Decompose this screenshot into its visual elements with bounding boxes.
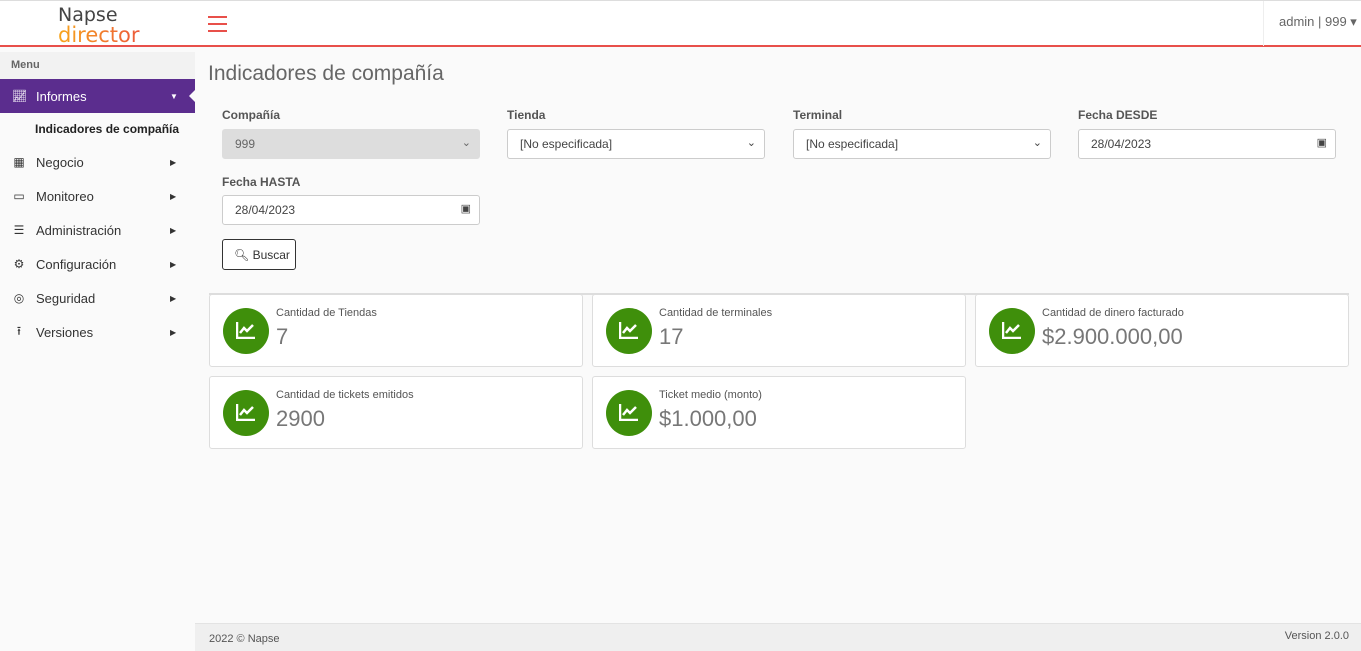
chart-line-icon: 📈︎ (12, 89, 28, 103)
sidebar-item-configuracion[interactable]: ⚙ Configuración ▶ (13, 256, 177, 272)
sidebar-item-seguridad[interactable]: ◎ Seguridad ▶ (13, 290, 177, 306)
monitor-icon: ▭ (13, 189, 25, 203)
date-to-input[interactable]: 28/04/2023 ▣ (222, 195, 480, 225)
caret-right-icon: ▶ (170, 259, 177, 269)
sidebar-item-administracion[interactable]: ☰ Administración ▶ (13, 222, 177, 238)
caret-right-icon: ▶ (170, 191, 177, 201)
chevron-down-icon: ⌄ (1032, 137, 1042, 149)
chart-line-icon (989, 308, 1035, 354)
sidebar: Menu 📈︎ Informes ▼ Indicadores de compañía… (0, 52, 195, 651)
card-value: 17 (659, 324, 684, 349)
date-to-label: Fecha HASTA (222, 175, 301, 189)
indicator-card: Ticket medio (monto) $1.000,00 (592, 376, 966, 449)
chart-line-icon (223, 308, 269, 354)
sidebar-item-monitoreo[interactable]: ▭ Monitoreo ▶ (13, 188, 177, 204)
indicator-card: Cantidad de Tiendas 7 (209, 294, 583, 367)
card-value: 7 (276, 324, 289, 349)
caret-right-icon: ▶ (170, 157, 177, 167)
store-select[interactable]: [No especificada] ⌄ (507, 129, 765, 159)
card-title: Cantidad de Tiendas (276, 307, 377, 319)
sidebar-subitem-indicadores[interactable]: Indicadores de compañía (35, 122, 180, 136)
caret-right-icon: ▶ (170, 225, 177, 235)
card-title: Cantidad de tickets emitidos (276, 389, 414, 401)
fingerprint-icon: ◎ (13, 291, 25, 305)
indicator-card: Cantidad de terminales 17 (592, 294, 966, 367)
store-label: Tienda (507, 108, 546, 122)
chart-line-icon (606, 308, 652, 354)
hamburger-menu-icon[interactable] (208, 16, 227, 32)
search-button[interactable]: 🔍︎ Buscar (222, 239, 296, 270)
terminal-select[interactable]: [No especificada] ⌄ (793, 129, 1051, 159)
search-icon: 🔍︎ (234, 248, 250, 262)
card-value: $2.900.000,00 (1042, 324, 1183, 349)
version: Version 2.0.0 (1284, 630, 1349, 642)
sidebar-item-versiones[interactable]: ⭱ Versiones ▶ (0, 315, 195, 349)
top-bar: Napse director admin | 999 ▾ (0, 0, 1361, 47)
caret-right-icon: ▶ (170, 293, 177, 303)
indicator-card: Cantidad de dinero facturado $2.900.000,0… (975, 294, 1349, 367)
menu-header: Menu (0, 52, 195, 79)
list-check-icon: ☰ (13, 223, 25, 237)
terminal-label: Terminal (793, 108, 843, 122)
date-from-input[interactable]: 28/04/2023 ▣ (1078, 129, 1336, 159)
sidebar-item-informes[interactable]: 📈︎ Informes ▼ (0, 79, 195, 113)
building-icon: ▦ (13, 155, 25, 169)
date-from-label: Fecha DESDE (1078, 108, 1158, 122)
chevron-down-icon: ⌄ (461, 137, 471, 149)
footer: 2022 © Napse Version 2.0.0 (195, 623, 1361, 651)
chevron-down-icon: ⌄ (746, 137, 756, 149)
napse-director-logo[interactable]: Napse director (58, 4, 140, 47)
card-value: 2900 (276, 406, 325, 431)
user-menu[interactable]: admin | 999 ▾ (1263, 1, 1361, 46)
copyright: 2022 © Napse (209, 633, 280, 645)
upload-icon: ⭱ (16, 323, 22, 338)
indicator-card: Cantidad de tickets emitidos 2900 (209, 376, 583, 449)
company-select[interactable]: 999 ⌄ (222, 129, 480, 159)
caret-right-icon: ▶ (170, 327, 177, 337)
card-title: Ticket medio (monto) (659, 389, 762, 401)
calendar-icon[interactable]: ▣ (460, 203, 471, 215)
chart-line-icon (606, 390, 652, 436)
page-title: Indicadores de compañía (208, 62, 444, 85)
calendar-icon[interactable]: ▣ (1316, 137, 1327, 149)
sidebar-item-negocio[interactable]: ▦ Negocio ▶ (13, 154, 177, 170)
caret-down-icon: ▼ (170, 91, 178, 101)
company-label: Compañía (222, 108, 281, 122)
card-title: Cantidad de dinero facturado (1042, 307, 1184, 319)
gears-icon: ⚙ (13, 257, 25, 271)
card-title: Cantidad de terminales (659, 307, 773, 319)
chart-line-icon (223, 390, 269, 436)
card-value: $1.000,00 (659, 406, 757, 431)
